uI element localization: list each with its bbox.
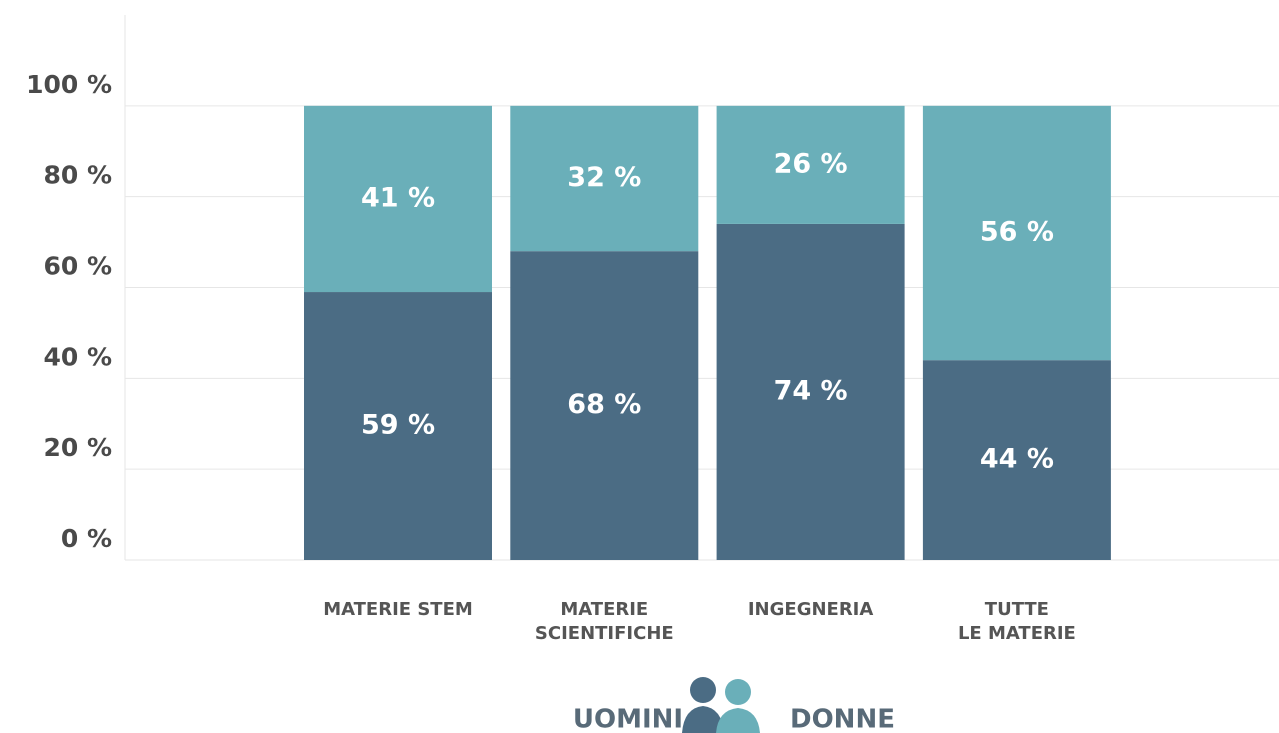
x-tick-label: MATERIE STEM [323,599,473,620]
legend-label: UOMINI [573,705,683,733]
x-tick-label: MATERIE SCIENTIFICHE [534,599,674,644]
y-tick-label: 20 % [43,433,112,462]
y-tick-label: 80 % [43,161,112,190]
value-label: 56 % [980,217,1054,248]
y-tick-label: 60 % [43,252,112,281]
bar-segment [716,223,905,560]
bar-segment [922,105,1111,361]
legend-label: DONNE [790,705,895,733]
value-label: 68 % [567,389,641,420]
bar-segment [510,105,699,252]
x-tick-label: TUTTE LE MATERIE [957,599,1076,644]
y-tick-label: 40 % [43,342,112,371]
bar-segment [716,105,905,224]
value-label: 26 % [774,148,848,179]
value-label: 44 % [980,444,1054,475]
legend-icon [682,677,760,733]
bar-segment [510,251,699,560]
value-label: 32 % [567,162,641,193]
y-tick-label: 100 % [26,70,112,99]
x-tick-label: INGEGNERIA [747,599,874,620]
bar-segment [304,292,492,560]
value-label: 41 % [361,182,435,213]
y-tick-label: 0 % [61,524,112,553]
bar-segment [922,360,1111,560]
value-label: 74 % [774,375,848,406]
value-label: 59 % [361,410,435,441]
bar-segment [304,105,492,293]
